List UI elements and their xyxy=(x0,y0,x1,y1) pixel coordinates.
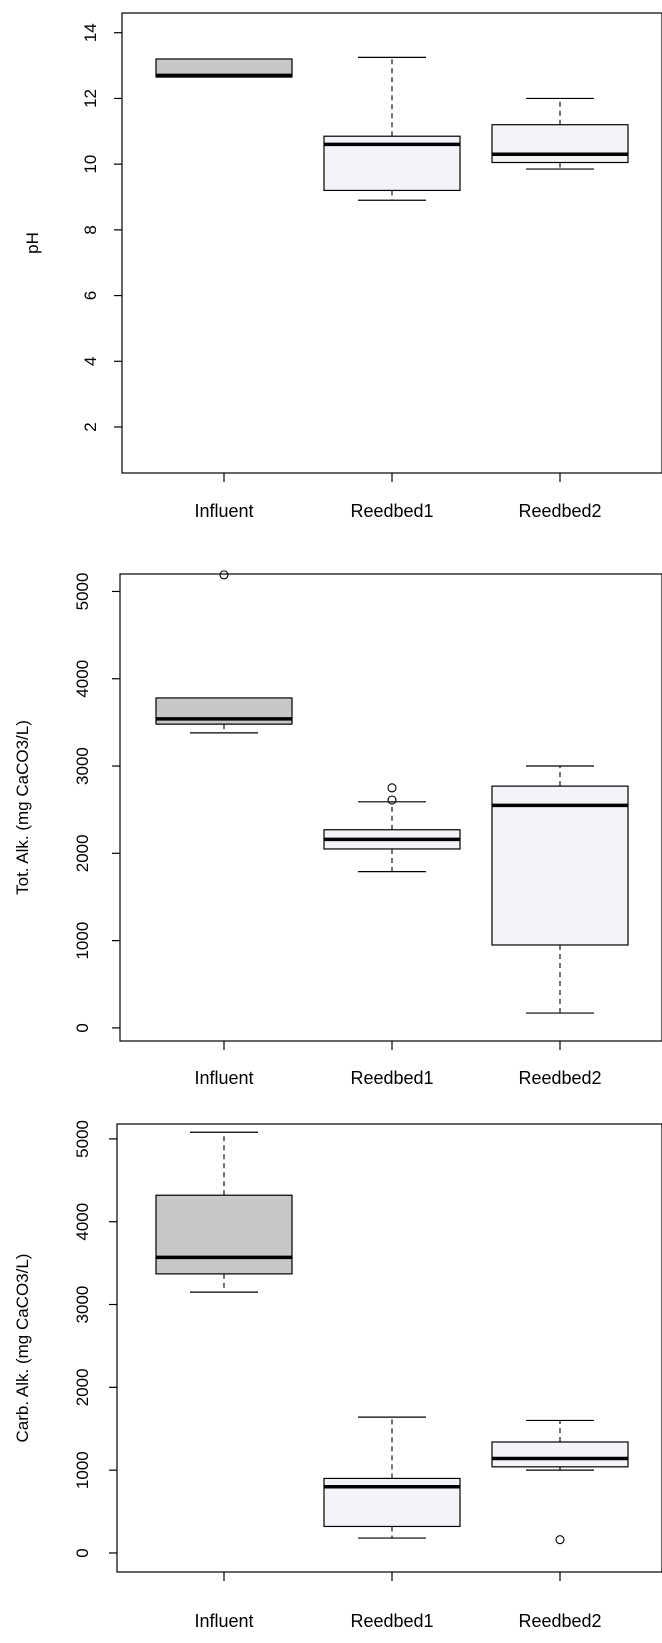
plot-frame xyxy=(119,573,662,1042)
y-axis-label: Carb. Alk. (mg CaCO3/L) xyxy=(13,1254,32,1443)
chart-panel-2: Tot. Alk. (mg CaCO3/L) 0 1000 2000 3000 4000 5… xyxy=(13,570,662,1088)
y-tick-label: 2000 xyxy=(73,834,92,872)
box-body xyxy=(155,1194,293,1275)
y-tick-label: 6 xyxy=(81,291,100,300)
outlier-point xyxy=(387,795,397,805)
x-category-label: Reedbed2 xyxy=(518,1611,601,1631)
box-influent xyxy=(155,570,293,734)
y-tick-label: 3000 xyxy=(73,747,92,785)
box-reedbed1 xyxy=(323,56,461,201)
y-tick-label: 0 xyxy=(73,1548,92,1557)
y-tick-label: 0 xyxy=(73,1023,92,1032)
box-body xyxy=(491,785,629,946)
y-axis-label: Tot. Alk. (mg CaCO3/L) xyxy=(13,720,32,895)
chart-panel-3: Carb. Alk. (mg CaCO3/L) 0 1000 2000 3000 4000… xyxy=(13,1120,662,1631)
x-category-label: Influent xyxy=(194,1068,253,1088)
x-category-label: Reedbed2 xyxy=(518,1068,601,1088)
y-tick-label: 1000 xyxy=(73,1451,92,1489)
y-tick-label: 14 xyxy=(81,23,100,42)
y-tick-label: 8 xyxy=(81,225,100,234)
y-axis-label: pH xyxy=(23,232,42,254)
y-tick-label: 4000 xyxy=(73,660,92,698)
y-tick-label: 3000 xyxy=(73,1286,92,1324)
y-tick-label: 5000 xyxy=(73,573,92,611)
x-category-label: Influent xyxy=(194,501,253,521)
y-tick-label: 4 xyxy=(81,357,100,366)
plot-frame xyxy=(116,1123,662,1573)
outlier-point xyxy=(555,1535,565,1545)
box-reedbed2 xyxy=(491,765,629,1014)
box-influent xyxy=(155,1131,293,1293)
y-tick-label: 10 xyxy=(81,155,100,174)
y-tick-label: 2 xyxy=(81,422,100,431)
box-reedbed2 xyxy=(491,97,629,170)
x-category-label: Reedbed1 xyxy=(350,1068,433,1088)
chart-panel-1: pH 2 4 6 8 10 12 14 Influent Reedbed1 Reedbed2 xyxy=(23,12,662,521)
outlier-point xyxy=(387,783,397,793)
x-category-label: Reedbed1 xyxy=(350,501,433,521)
box-reedbed2 xyxy=(491,1419,629,1545)
x-category-label: Reedbed1 xyxy=(350,1611,433,1631)
box-reedbed1 xyxy=(323,783,461,873)
box-body xyxy=(491,124,629,164)
y-tick-label: 12 xyxy=(81,89,100,108)
box-influent xyxy=(155,58,293,78)
x-category-label: Influent xyxy=(194,1611,253,1631)
box-reedbed1 xyxy=(323,1416,461,1539)
y-tick-label: 1000 xyxy=(73,922,92,960)
y-tick-label: 4000 xyxy=(73,1203,92,1241)
y-tick-label: 5000 xyxy=(73,1120,92,1158)
box-body xyxy=(491,1441,629,1468)
outlier-point xyxy=(219,570,229,580)
x-category-label: Reedbed2 xyxy=(518,501,601,521)
y-tick-label: 2000 xyxy=(73,1368,92,1406)
